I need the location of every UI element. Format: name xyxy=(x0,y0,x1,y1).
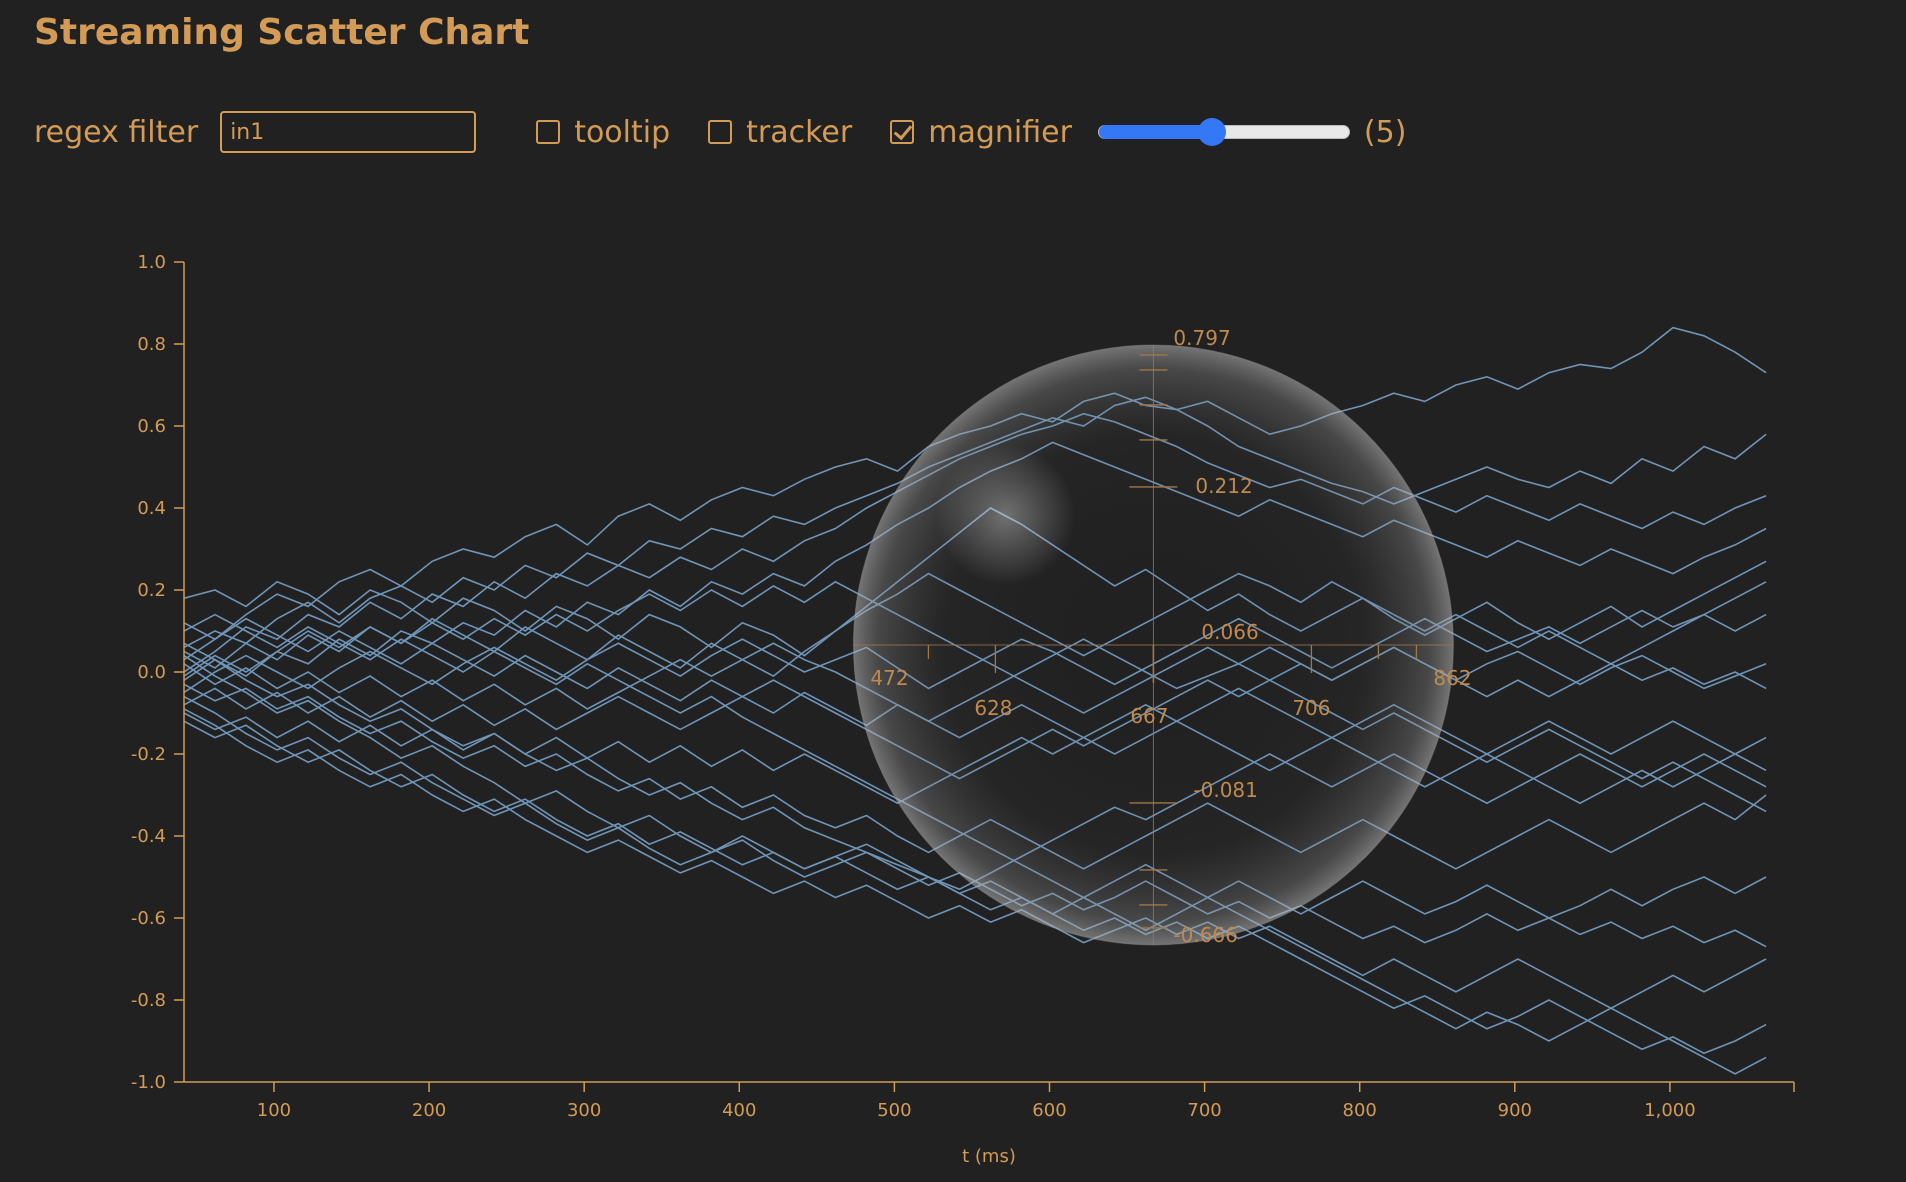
controls-bar: regex filter tooltip tracker magnifier (… xyxy=(34,108,1406,156)
page-title: Streaming Scatter Chart xyxy=(34,12,530,53)
slider-value: (5) xyxy=(1363,114,1407,150)
lens-x-label: 628 xyxy=(974,696,1012,720)
series-line-16 xyxy=(184,720,1767,1055)
y-tick-label: -0.6 xyxy=(131,908,166,929)
x-axis-label: t (ms) xyxy=(962,1146,1016,1167)
y-tick-label: -0.2 xyxy=(131,744,166,765)
lens-y-label: 0.212 xyxy=(1195,474,1252,498)
y-tick-label: 0.6 xyxy=(137,416,166,437)
x-tick-label: 100 xyxy=(257,1100,291,1121)
lens-x-label-left: 472 xyxy=(870,666,908,690)
x-tick-label: 400 xyxy=(722,1100,756,1121)
y-tick-label: -1.0 xyxy=(131,1072,166,1093)
regex-filter-input[interactable] xyxy=(220,111,477,153)
tooltip-toggle[interactable]: tooltip xyxy=(536,115,670,150)
y-tick-label: 1.0 xyxy=(137,252,166,273)
lens-highlight xyxy=(935,444,1076,585)
x-tick-label: 800 xyxy=(1343,1100,1377,1121)
y-tick-label: 0.8 xyxy=(137,334,166,355)
y-tick-label: 0.0 xyxy=(137,662,166,683)
x-tick-label: 700 xyxy=(1187,1100,1221,1121)
tracker-label: tracker xyxy=(746,114,853,150)
tracker-toggle[interactable]: tracker xyxy=(708,115,852,150)
x-tick-label: 200 xyxy=(412,1100,446,1121)
y-tick-label: 0.4 xyxy=(137,498,166,519)
lens-y-label-top: 0.797 xyxy=(1173,326,1230,350)
filter-label: regex filter xyxy=(34,114,199,150)
lens-y-label-bottom: -0.666 xyxy=(1173,923,1237,947)
series-line-15 xyxy=(184,708,1767,1010)
x-tick-label: 600 xyxy=(1032,1100,1066,1121)
y-tick-label: -0.4 xyxy=(131,826,166,847)
lens-x-label: 706 xyxy=(1292,696,1330,720)
tooltip-checkbox[interactable] xyxy=(536,120,561,144)
line-chart[interactable]: 1.0 0.8 0.6 0.4 0.2 0.0 -0.2 -0.4 -0.6 -0.8 -1.0 10… xyxy=(0,200,1906,1182)
y-tick-label: 0.2 xyxy=(137,580,166,601)
slider-fill xyxy=(1098,125,1213,139)
x-tick-label: 900 xyxy=(1498,1100,1532,1121)
magnifier-checkbox[interactable] xyxy=(890,120,915,144)
lens-y-label: -0.081 xyxy=(1193,778,1257,802)
series-line-13 xyxy=(184,695,1767,919)
x-tick-label: 500 xyxy=(877,1100,911,1121)
magnifier-lens[interactable]: 472 862 628 667 706 0.797 0.212 0.066 -0.081 -0.6… xyxy=(852,326,1472,947)
tooltip-label: tooltip xyxy=(574,114,671,150)
tracker-checkbox[interactable] xyxy=(708,120,733,144)
magnifier-toggle[interactable]: magnifier xyxy=(890,115,1072,150)
x-tick-label: 300 xyxy=(567,1100,601,1121)
lens-y-label-center: 0.066 xyxy=(1201,620,1258,644)
slider-thumb[interactable] xyxy=(1198,118,1227,146)
magnifier-power-slider[interactable]: (5) xyxy=(1097,114,1407,150)
slider-track[interactable] xyxy=(1097,118,1350,146)
x-tick-label: 1,000 xyxy=(1644,1100,1696,1121)
lens-x-label-right: 862 xyxy=(1433,666,1471,690)
axes: 1.0 0.8 0.6 0.4 0.2 0.0 -0.2 -0.4 -0.6 -0.8 -1.0 10… xyxy=(131,252,1795,1121)
lens-x-label-center: 667 xyxy=(1130,704,1168,728)
y-tick-label: -0.8 xyxy=(131,990,166,1011)
magnifier-label: magnifier xyxy=(928,114,1072,150)
